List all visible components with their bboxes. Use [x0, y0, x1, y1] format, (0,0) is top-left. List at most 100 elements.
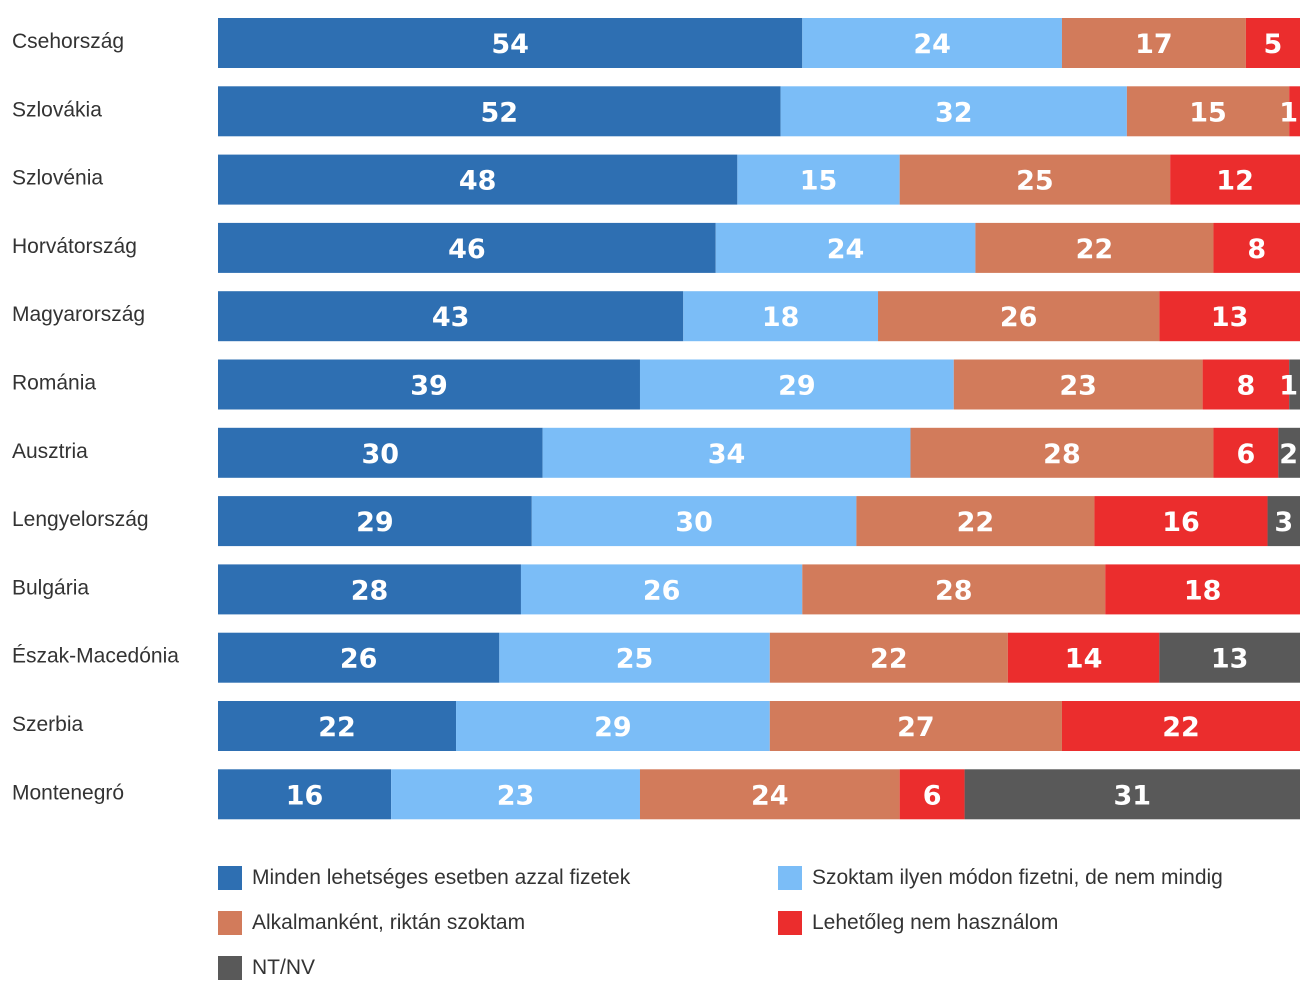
- bar-segment: [1170, 154, 1300, 205]
- value-label: 22: [1076, 234, 1114, 265]
- value-label: 46: [448, 234, 486, 265]
- value-label: 24: [827, 234, 865, 265]
- value-label: 14: [1065, 644, 1103, 675]
- bar-segment: [899, 154, 1171, 205]
- bar-segment: [769, 701, 1062, 751]
- bar-segment: [953, 359, 1203, 410]
- value-label: 24: [913, 29, 951, 60]
- legend-item: NT/NV: [218, 956, 315, 980]
- category-label: Ausztria: [12, 440, 88, 463]
- legend-label: Alkalmanként, riktán szoktam: [252, 911, 526, 934]
- bar-segment: [1267, 496, 1300, 547]
- bar-segment: [1094, 496, 1268, 547]
- value-label: 31: [1114, 780, 1152, 811]
- value-label: 8: [1247, 234, 1266, 265]
- value-label: 22: [870, 644, 908, 675]
- bar-segment: [218, 496, 532, 547]
- value-label: 28: [1043, 439, 1081, 470]
- value-label: 48: [459, 166, 497, 197]
- bar-segment: [1061, 701, 1300, 751]
- category-label: Bulgária: [12, 576, 89, 599]
- category-label: Horvátország: [12, 235, 137, 258]
- value-label: 15: [1189, 97, 1227, 128]
- bar-segment: [910, 427, 1214, 478]
- legend-item: Lehetőleg nem használom: [778, 911, 1058, 935]
- bar-segment: [1202, 359, 1290, 410]
- value-label: 26: [340, 644, 378, 675]
- legend-swatch: [218, 866, 242, 890]
- category-label: Lengyelország: [12, 508, 149, 531]
- bar-segment: [1061, 18, 1246, 68]
- value-label: 12: [1216, 166, 1254, 197]
- bar-segment: [1159, 291, 1300, 342]
- bar-segment: [1278, 427, 1300, 478]
- bar-segment: [1289, 86, 1300, 137]
- bar-segment: [531, 496, 857, 547]
- legend-label: Minden lehetséges esetben azzal fizetek: [252, 866, 631, 889]
- bar-segment: [802, 564, 1106, 615]
- value-label: 30: [362, 439, 400, 470]
- value-label: 39: [410, 371, 448, 402]
- value-label: 32: [935, 97, 973, 128]
- value-label: 30: [675, 507, 713, 538]
- value-label: 13: [1211, 302, 1249, 333]
- legend-label: Lehetőleg nem használom: [812, 911, 1059, 934]
- legend-swatch: [778, 866, 802, 890]
- bar-segment: [218, 154, 738, 205]
- bar-segment: [878, 291, 1160, 342]
- bar-segment: [683, 291, 879, 342]
- value-label: 22: [957, 507, 995, 538]
- bar-segment: [391, 769, 640, 820]
- value-label: 25: [616, 644, 654, 675]
- category-label: Csehország: [12, 30, 124, 53]
- legend-label: NT/NV: [252, 956, 315, 979]
- category-label: Észak-Macedónia: [12, 645, 179, 668]
- value-label: 15: [800, 166, 838, 197]
- value-label: 6: [923, 780, 942, 811]
- legend-item: Minden lehetséges esetben azzal fizetek: [218, 866, 630, 890]
- bar-segment: [218, 222, 716, 273]
- value-label: 16: [286, 780, 324, 811]
- bar-segment: [737, 154, 900, 205]
- value-label: 43: [432, 302, 470, 333]
- category-label: Szlovénia: [12, 167, 103, 190]
- bar-segment: [1213, 427, 1279, 478]
- value-label: 29: [356, 507, 394, 538]
- bar-segment: [218, 86, 781, 137]
- bar-segment: [218, 291, 684, 342]
- value-label: 25: [1016, 166, 1054, 197]
- value-label: 26: [1000, 302, 1038, 333]
- value-label: 2: [1279, 439, 1298, 470]
- value-label: 29: [778, 371, 816, 402]
- bar-segment: [1245, 18, 1300, 68]
- legend-swatch: [218, 956, 242, 980]
- bar-segment: [218, 769, 392, 820]
- bar-segment: [715, 222, 976, 273]
- bar-segment: [1007, 632, 1160, 683]
- value-label: 1: [1279, 371, 1298, 402]
- value-label: 29: [594, 712, 632, 743]
- bar-segment: [1159, 632, 1300, 683]
- bar-segment: [769, 632, 1008, 683]
- bar-segment: [780, 86, 1127, 137]
- category-label: Szlovákia: [12, 98, 102, 121]
- value-label: 27: [897, 712, 935, 743]
- value-label: 28: [935, 575, 973, 606]
- category-label: Magyarország: [12, 303, 145, 326]
- value-label: 26: [643, 575, 681, 606]
- bar-segment: [1126, 86, 1290, 137]
- value-label: 23: [1059, 371, 1097, 402]
- bar-segment: [218, 701, 457, 751]
- value-label: 5: [1264, 29, 1283, 60]
- value-label: 22: [1162, 712, 1200, 743]
- value-label: 24: [751, 780, 789, 811]
- value-label: 22: [318, 712, 356, 743]
- value-label: 18: [1184, 575, 1222, 606]
- value-label: 1: [1279, 97, 1298, 128]
- bar-segment: [899, 769, 965, 820]
- value-label: 54: [491, 29, 529, 60]
- bar-segment: [639, 359, 954, 410]
- bar-segment: [856, 496, 1095, 547]
